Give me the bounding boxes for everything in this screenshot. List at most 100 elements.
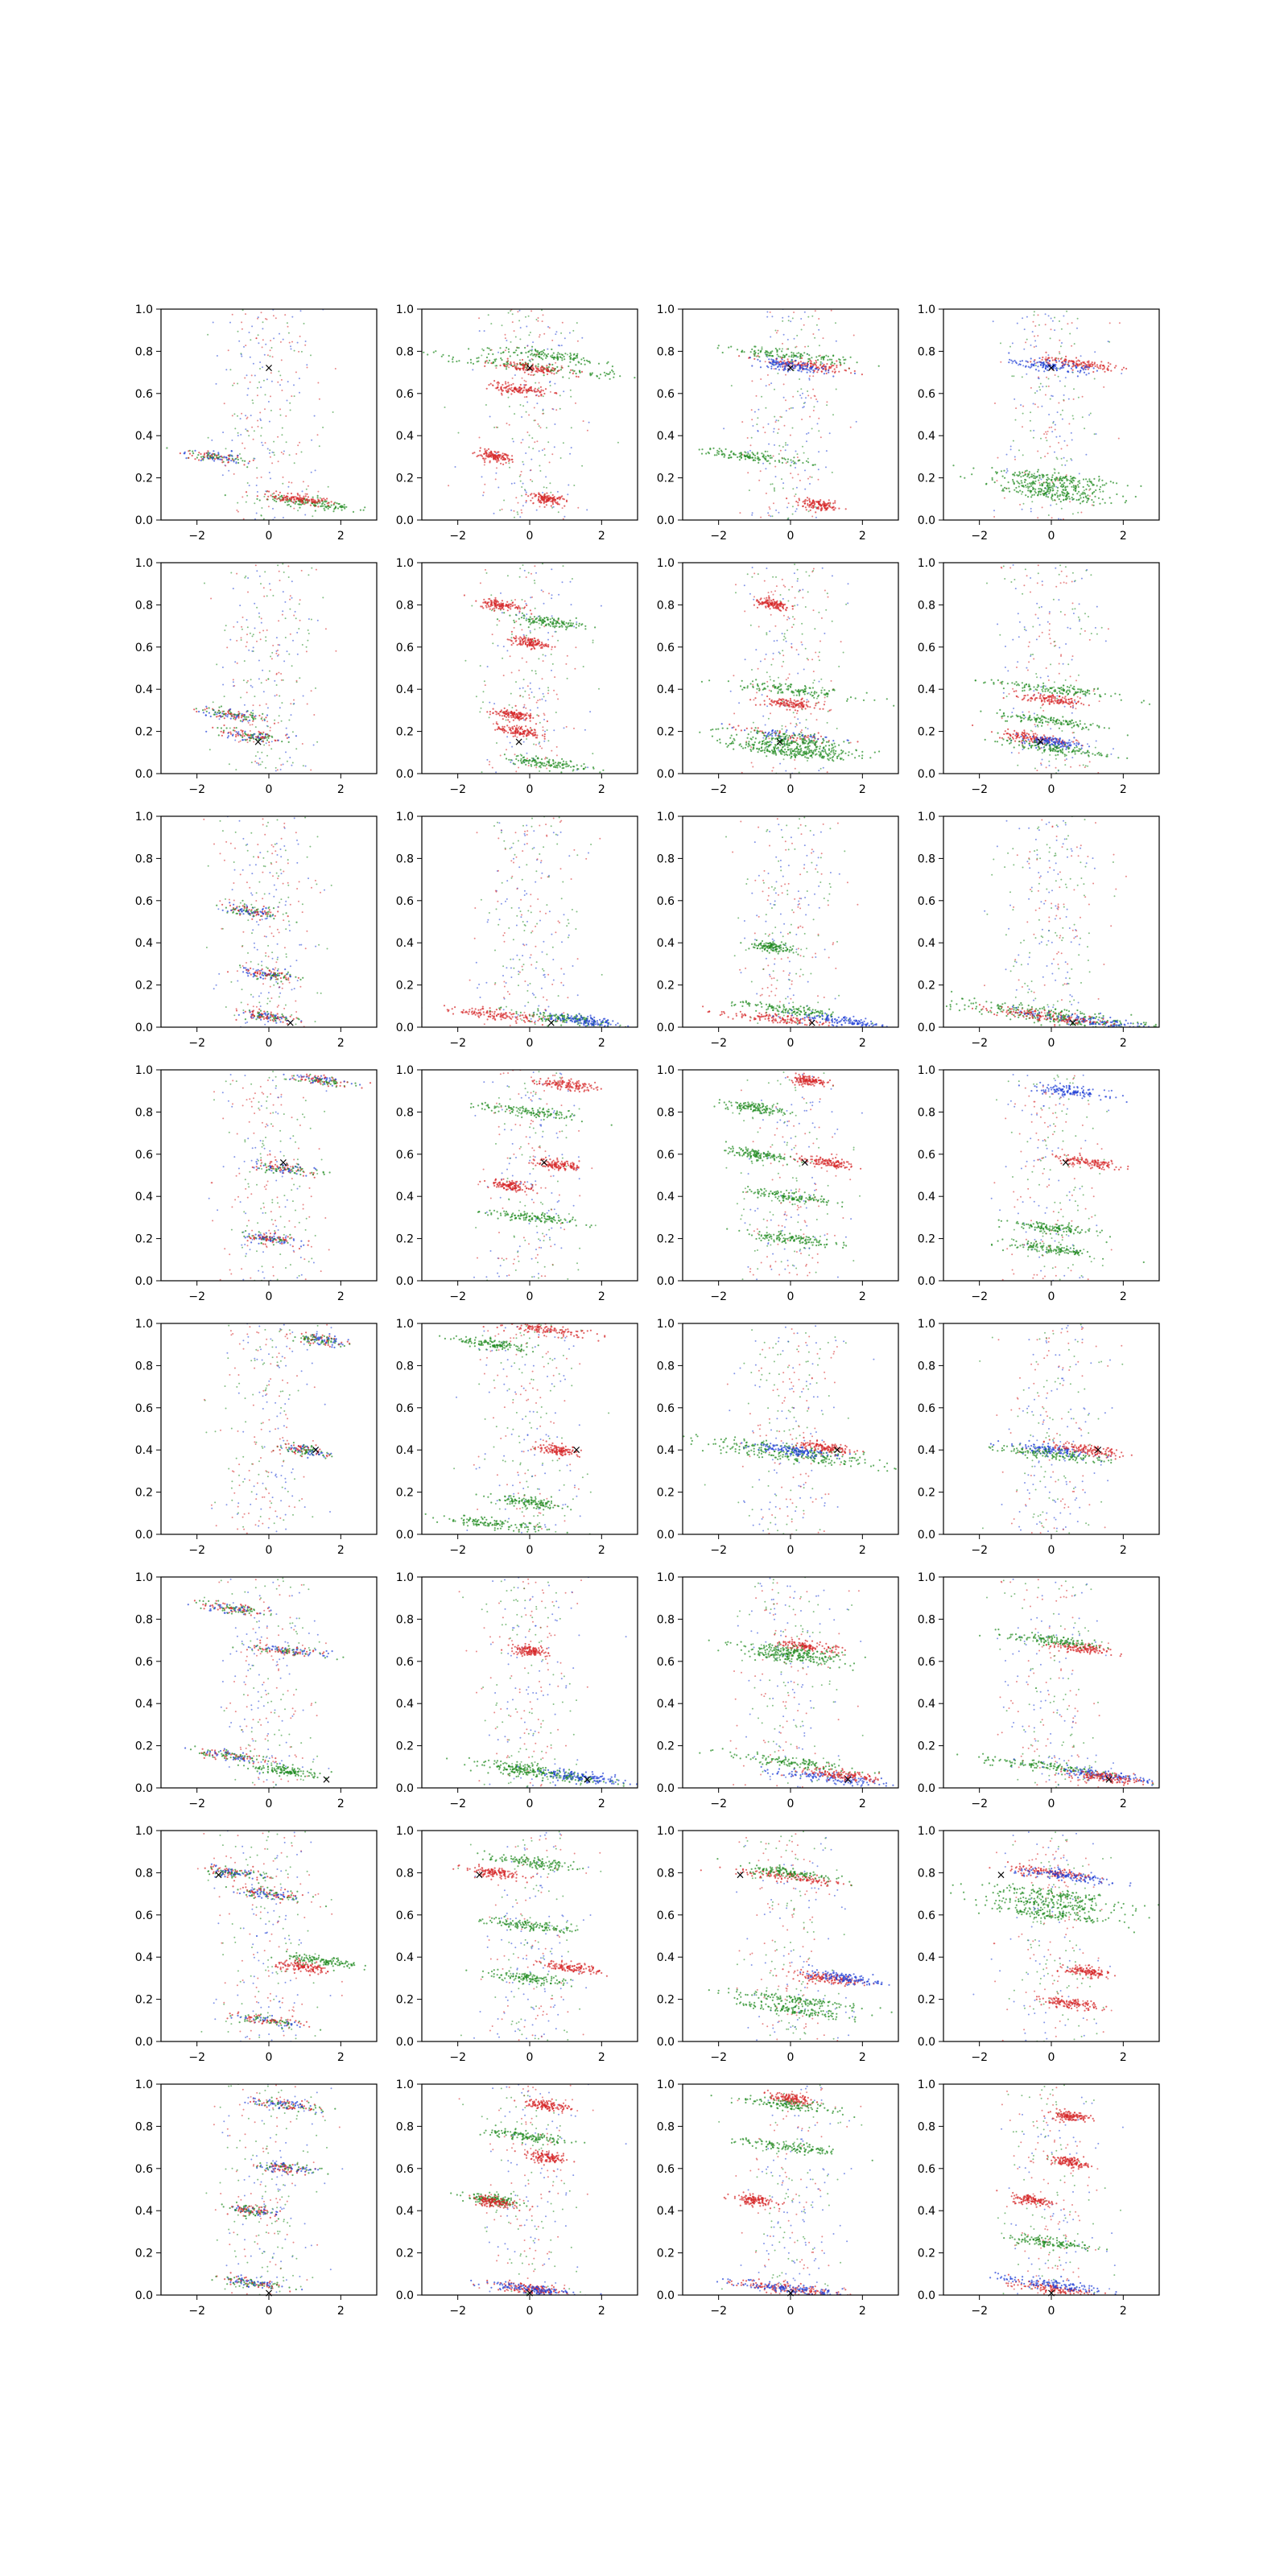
point-red [547, 367, 549, 369]
point-red [506, 360, 509, 362]
point-red [782, 383, 785, 386]
point-red [504, 333, 506, 336]
point-green [570, 427, 572, 429]
point-blue [804, 365, 807, 367]
point-green [481, 348, 484, 350]
point-green [270, 347, 273, 349]
subplot-r1-c4: ×−2 0 20.00.20.40.60.81.0 [918, 303, 1160, 543]
point-green [530, 670, 533, 672]
point-red [543, 714, 546, 716]
point-red [774, 465, 777, 468]
point-red [554, 501, 557, 503]
point-red [302, 481, 304, 483]
point-green [971, 473, 973, 476]
point-red [277, 721, 279, 724]
point-red [485, 387, 488, 390]
point-red [508, 716, 510, 718]
point-green [568, 365, 570, 368]
point-red [758, 479, 761, 481]
point-red [507, 382, 510, 384]
point-red [815, 511, 817, 514]
point-red [260, 476, 262, 478]
point-red [1046, 452, 1049, 455]
point-red [226, 646, 229, 649]
point-green [729, 456, 733, 459]
point-green [774, 489, 776, 492]
point-green [753, 454, 757, 457]
point-green [515, 349, 518, 352]
point-green [1125, 500, 1128, 502]
point-green [609, 371, 612, 374]
point-red [546, 373, 549, 375]
point-red [501, 456, 503, 459]
point-green [519, 338, 522, 341]
point-red [561, 366, 564, 369]
point-green [1046, 478, 1048, 481]
point-green [509, 355, 511, 357]
point-blue [1080, 355, 1082, 357]
point-red [188, 450, 190, 452]
point-blue [237, 731, 240, 733]
point-red [481, 605, 484, 608]
point-green [208, 749, 211, 751]
point-red [549, 390, 551, 393]
point-green [452, 356, 455, 358]
point-red [543, 733, 546, 736]
point-red [535, 394, 538, 397]
point-green [1070, 475, 1072, 478]
point-green [1064, 385, 1066, 387]
point-green [1110, 502, 1113, 505]
point-red [530, 716, 532, 719]
point-green [782, 487, 784, 489]
point-blue [1038, 369, 1040, 372]
point-green [585, 359, 588, 361]
point-blue [489, 415, 491, 418]
point-red [291, 497, 293, 500]
point-red [564, 505, 566, 507]
point-green [807, 390, 809, 392]
point-red [227, 711, 229, 713]
point-blue [481, 476, 483, 478]
point-green [535, 670, 537, 672]
point-red [242, 616, 244, 618]
point-green [1031, 494, 1034, 497]
point-red [512, 382, 514, 385]
point-green [508, 406, 510, 407]
point-red [480, 454, 483, 456]
point-blue [252, 709, 254, 712]
point-red [521, 643, 523, 646]
point-green [229, 727, 231, 729]
point-green [337, 502, 340, 506]
point-blue [293, 384, 295, 386]
point-green [795, 354, 798, 357]
point-blue [291, 597, 293, 599]
point-red [485, 360, 488, 362]
point-green [1056, 486, 1059, 489]
point-red [518, 669, 520, 671]
point-red [523, 606, 526, 609]
point-green [1062, 489, 1064, 491]
point-green [543, 374, 545, 377]
point-red [521, 377, 523, 379]
point-green [569, 619, 572, 621]
point-red [820, 506, 823, 509]
point-blue [552, 506, 555, 508]
point-green [311, 567, 313, 569]
point-green [826, 404, 828, 407]
point-green [279, 414, 282, 416]
point-blue [202, 712, 204, 714]
point-blue [523, 569, 526, 572]
point-green [216, 456, 218, 459]
point-red [1003, 497, 1005, 499]
point-red [232, 459, 234, 461]
point-red [490, 362, 493, 365]
point-red [491, 766, 493, 769]
point-green [308, 574, 310, 576]
point-green [823, 358, 825, 361]
point-green [246, 733, 248, 736]
point-blue [1039, 363, 1042, 366]
point-red [794, 495, 796, 497]
point-red [530, 374, 532, 376]
point-red [495, 367, 497, 369]
point-green [295, 748, 298, 750]
